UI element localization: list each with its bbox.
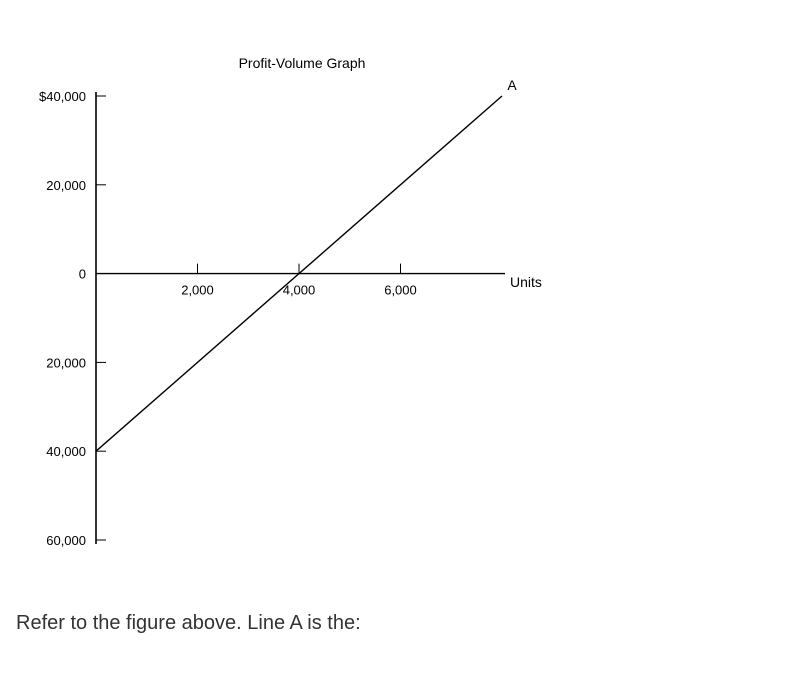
x-tick-label: 4,000 xyxy=(283,283,316,298)
y-tick-label: 0 xyxy=(79,267,86,282)
x-axis-label: Units xyxy=(510,274,542,290)
y-axis-ticks: $40,000 20,000 0 20,000 40,000 60,000 xyxy=(39,89,106,548)
chart-axes xyxy=(95,92,505,544)
y-tick-label: 60,000 xyxy=(46,533,86,548)
series-line-a xyxy=(95,95,503,452)
x-tick-label: 6,000 xyxy=(384,283,417,298)
y-tick-label: $40,000 xyxy=(39,89,86,104)
y-tick-label: 20,000 xyxy=(46,355,86,370)
series-label-a: A xyxy=(507,77,517,93)
chart-series: A xyxy=(95,77,517,452)
x-tick-label: 2,000 xyxy=(181,283,214,298)
x-axis-ticks: 2,000 4,000 6,000 xyxy=(181,263,417,298)
profit-volume-chart: Profit-Volume Graph $40,000 20,000 0 20,000… xyxy=(39,55,542,548)
y-tick-label: 20,000 xyxy=(46,178,86,193)
chart-title: Profit-Volume Graph xyxy=(239,55,366,71)
y-tick-label: 40,000 xyxy=(46,444,86,459)
question-text: Refer to the figure above. Line A is the… xyxy=(16,612,361,634)
